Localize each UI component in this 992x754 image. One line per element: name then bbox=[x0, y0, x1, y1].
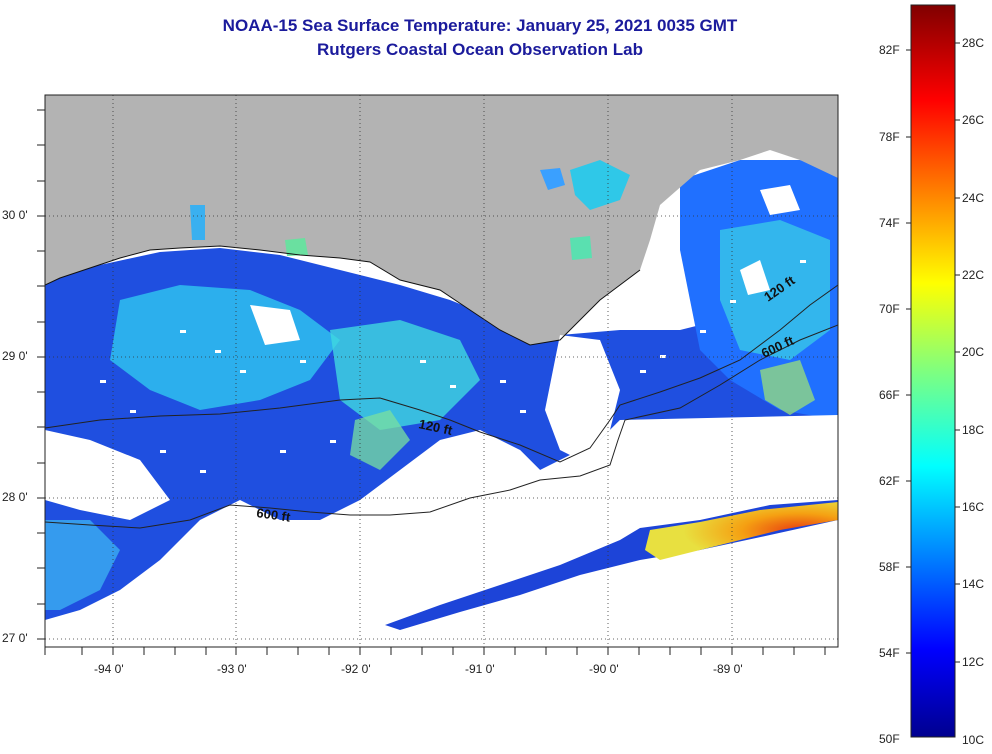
land-mass bbox=[45, 95, 838, 345]
contour-label: 600 ft bbox=[256, 505, 292, 525]
colorbar-c-label: 16C bbox=[962, 500, 985, 514]
colorbar-c-label: 14C bbox=[962, 577, 985, 591]
colorbar-f-label: 50F bbox=[879, 732, 900, 746]
lon-label: -93 0' bbox=[217, 662, 247, 676]
lake-2 bbox=[570, 160, 630, 210]
lake-5 bbox=[285, 238, 308, 256]
contour-label: 120 ft bbox=[417, 416, 454, 438]
axis-ticks bbox=[37, 109, 826, 655]
lon-label: -90 0' bbox=[589, 662, 619, 676]
lat-label: 29 0' bbox=[2, 349, 28, 363]
lake-3 bbox=[570, 236, 592, 260]
map-subtitle: Rutgers Coastal Ocean Observation Lab bbox=[317, 40, 643, 59]
no-data-patches bbox=[45, 185, 838, 647]
graticule bbox=[45, 95, 838, 647]
sst-field-cyan-2 bbox=[330, 320, 480, 430]
sst-field-cyan-3 bbox=[720, 220, 830, 360]
colorbar-c-label: 10C bbox=[962, 733, 985, 747]
lake-1 bbox=[540, 168, 565, 190]
cloud-speckles bbox=[100, 260, 806, 473]
map-title: NOAA-15 Sea Surface Temperature: January… bbox=[222, 16, 738, 35]
colorbar-f-label: 66F bbox=[879, 388, 900, 402]
colorbar bbox=[910, 4, 956, 738]
lon-label: -94 0' bbox=[94, 662, 124, 676]
colorbar-f-label: 70F bbox=[879, 302, 900, 316]
sst-field-green bbox=[350, 410, 410, 470]
colorbar-c-label: 20C bbox=[962, 345, 985, 359]
contour-600ft bbox=[45, 324, 838, 529]
coast-line bbox=[45, 245, 641, 346]
colorbar-f-label: 54F bbox=[879, 646, 900, 660]
colorbar-ticks bbox=[906, 42, 960, 663]
colorbar-c-label: 24C bbox=[962, 191, 985, 205]
sst-swath-warm bbox=[645, 502, 838, 560]
lat-label: 28 0' bbox=[2, 490, 28, 504]
lat-label: 30 0' bbox=[2, 208, 28, 222]
colorbar-c-label: 26C bbox=[962, 113, 985, 127]
lat-label: 27 0' bbox=[2, 631, 28, 645]
lake-4 bbox=[190, 205, 205, 240]
colorbar-f-label: 82F bbox=[879, 43, 900, 57]
colorbar-c-label: 22C bbox=[962, 268, 985, 282]
lon-label: -91 0' bbox=[465, 662, 495, 676]
contour-120ft bbox=[45, 284, 838, 463]
lon-label: -89 0' bbox=[713, 662, 743, 676]
colorbar-f-label: 58F bbox=[879, 560, 900, 574]
sst-field-southwest bbox=[45, 520, 120, 610]
colorbar-f-label: 78F bbox=[879, 130, 900, 144]
lon-label: -92 0' bbox=[341, 662, 371, 676]
plot-frame bbox=[44, 94, 839, 648]
colorbar-f-label: 62F bbox=[879, 474, 900, 488]
sst-field-green-2 bbox=[760, 360, 815, 415]
colorbar-c-label: 18C bbox=[962, 423, 985, 437]
colorbar-c-label: 28C bbox=[962, 36, 985, 50]
colorbar-f-label: 74F bbox=[879, 216, 900, 230]
colorbar-c-label: 12C bbox=[962, 655, 985, 669]
